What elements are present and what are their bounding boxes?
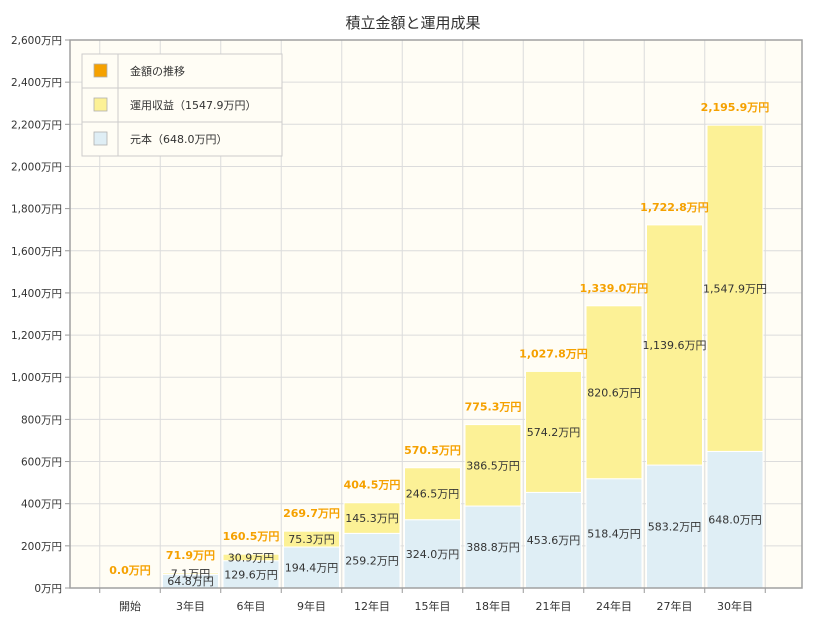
y-tick-label: 800万円 [21, 414, 62, 426]
legend-swatch [93, 131, 108, 146]
chart-title: 積立金額と運用成果 [345, 14, 480, 32]
y-tick-label: 2,600万円 [11, 35, 62, 47]
data-label-principal: 194.4万円 [285, 562, 339, 575]
legend-label: 金額の推移 [130, 64, 185, 78]
data-label-total: 0.0万円 [109, 564, 151, 577]
data-label-total: 269.7万円 [283, 507, 340, 520]
x-tick-label: 6年目 [237, 599, 266, 613]
bar-return [706, 124, 764, 452]
data-label-return: 1,139.6万円 [643, 339, 707, 352]
x-tick-label: 9年目 [297, 599, 326, 613]
data-label-return: 1,547.9万円 [703, 282, 767, 295]
bar-return [162, 572, 219, 575]
bar-return [222, 553, 280, 562]
plot-frame [69, 39, 803, 589]
data-label-principal: 453.6万円 [527, 534, 581, 547]
data-label-total: 1,339.0万円 [580, 282, 649, 295]
x-tick-label: 18年目 [475, 599, 511, 613]
bar-principal [404, 519, 461, 589]
x-axis: 開始 3年目 6年目 9年目 12年目 15年目 18年目 21年目 24年目 27年目 30年目 [99, 588, 766, 613]
bar-principal [283, 546, 340, 589]
y-tick-label: 600万円 [21, 457, 62, 469]
x-tick-label: 12年目 [354, 599, 390, 613]
gridlines [70, 39, 802, 589]
data-label-total: 160.5万円 [223, 530, 280, 543]
y-tick-label: 0万円 [34, 583, 62, 595]
data-label-return: 246.5万円 [406, 488, 460, 501]
data-label-principal: 64.8万円 [167, 575, 214, 588]
y-tick-label: 2,400万円 [11, 77, 62, 89]
y-tick-label: 400万円 [21, 499, 62, 511]
y-tick-label: 2,200万円 [11, 119, 62, 131]
legend-label: 元本（648.0万円） [130, 132, 228, 146]
data-label-principal: 648.0万円 [708, 514, 762, 527]
data-label-principal: 259.2万円 [345, 555, 399, 568]
data-label-total: 404.5万円 [344, 479, 401, 492]
y-tick-label: 1,600万円 [11, 246, 62, 258]
data-label-total: 71.9万円 [166, 549, 215, 562]
data-label-return: 75.3万円 [288, 533, 335, 546]
legend-label: 運用収益（1547.9万円） [130, 98, 257, 112]
y-tick-label: 2,000万円 [11, 161, 62, 173]
y-tick-label: 1,200万円 [11, 330, 62, 342]
data-label-principal: 324.0万円 [406, 548, 460, 561]
bar-return [404, 467, 461, 521]
data-label-return: 820.6万円 [587, 386, 641, 399]
bar-return [343, 502, 401, 534]
legend-swatch [93, 63, 108, 78]
bar-principal [646, 464, 703, 589]
data-label-total: 2,195.9万円 [701, 101, 770, 114]
y-tick-label: 200万円 [21, 541, 62, 553]
bar-return [646, 224, 703, 466]
x-tick-label: 21年目 [536, 599, 572, 613]
bar-principal [464, 505, 522, 589]
x-tick-label: 27年目 [657, 599, 693, 613]
data-label-total: 570.5万円 [404, 444, 461, 457]
y-axis: 0万円 200万円 400万円 600万円 800万円 1,000万円 1,200万円 1,4… [11, 35, 70, 595]
bar-return [585, 305, 643, 480]
data-label-total: 775.3万円 [465, 401, 522, 414]
y-tick-label: 1,400万円 [11, 288, 62, 300]
data-label-return: 386.5万円 [466, 459, 520, 472]
y-tick-label: 1,800万円 [11, 204, 62, 216]
data-label-principal: 583.2万円 [648, 521, 702, 534]
x-tick-label: 24年目 [596, 599, 632, 613]
data-label-return: 145.3万円 [345, 512, 399, 525]
legend-swatch [93, 97, 108, 112]
data-label-principal: 129.6万円 [224, 568, 278, 581]
data-label-total: 1,027.8万円 [519, 347, 588, 360]
bar-return [525, 370, 582, 493]
x-tick-label: 開始 [119, 599, 141, 613]
x-tick-label: 15年目 [415, 599, 451, 613]
x-tick-label: 30年目 [717, 599, 753, 613]
data-label-principal: 388.8万円 [466, 541, 520, 554]
data-label-principal: 518.4万円 [587, 527, 641, 540]
data-label-return: 574.2万円 [527, 426, 581, 439]
data-label-total: 1,722.8万円 [640, 201, 709, 214]
data-label-return: 7.1万円 [171, 568, 211, 581]
bar-return [283, 530, 340, 548]
bar-return [464, 424, 522, 507]
bars [162, 124, 764, 589]
data-label-return: 30.9万円 [228, 551, 275, 564]
x-tick-label: 3年目 [176, 599, 205, 613]
y-tick-label: 1,000万円 [11, 372, 62, 384]
legend-box [81, 53, 283, 157]
bar-principal [222, 560, 280, 589]
